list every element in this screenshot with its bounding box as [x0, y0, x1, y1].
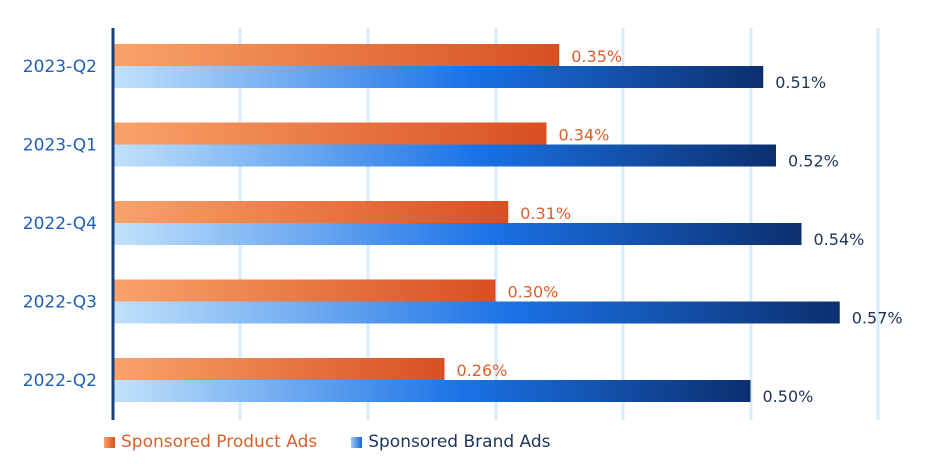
bar-sponsored-brand: [113, 66, 764, 88]
data-label-sponsored-brand: 0.52%: [788, 152, 839, 171]
data-label-sponsored-product: 0.34%: [559, 126, 610, 145]
legend-swatch-brand: [351, 436, 363, 448]
data-label-sponsored-brand: 0.50%: [763, 387, 814, 406]
bar-sponsored-product: [113, 279, 496, 302]
bar-sponsored-product: [113, 358, 445, 380]
category-label: 2023-Q2: [23, 57, 97, 77]
labels: 2023-Q2 0.35% 0.51% 2023-Q1 0.34% 0.52% 2022-Q…: [23, 47, 903, 406]
legend-label-product: Sponsored Product Ads: [121, 432, 318, 452]
legend-item-brand: Sponsored Brand Ads: [351, 432, 551, 452]
bar-sponsored-brand: [113, 301, 840, 324]
bar-sponsored-product: [113, 201, 509, 223]
data-label-sponsored-product: 0.31%: [520, 204, 571, 223]
data-label-sponsored-brand: 0.57%: [852, 309, 903, 328]
category-label: 2022-Q2: [23, 371, 97, 391]
category-label: 2022-Q4: [23, 214, 97, 234]
data-label-sponsored-brand: 0.51%: [775, 73, 826, 92]
bar-sponsored-brand: [113, 144, 776, 167]
data-label-sponsored-product: 0.30%: [508, 283, 559, 302]
bar-sponsored-product: [113, 122, 547, 145]
bar-sponsored-product: [113, 44, 560, 66]
bar-sponsored-brand: [113, 380, 751, 402]
legend-label-brand: Sponsored Brand Ads: [368, 432, 551, 452]
category-label: 2022-Q3: [23, 293, 97, 313]
data-label-sponsored-product: 0.26%: [457, 361, 508, 380]
chart-legend: Sponsored Product Ads Sponsored Brand Ad…: [104, 432, 551, 452]
legend-swatch-product: [104, 436, 115, 448]
bars: [113, 44, 840, 402]
category-label: 2023-Q1: [23, 136, 97, 156]
data-label-sponsored-brand: 0.54%: [814, 230, 865, 249]
data-label-sponsored-product: 0.35%: [571, 47, 622, 66]
legend-item-product: Sponsored Product Ads: [104, 432, 317, 452]
bar-sponsored-brand: [113, 223, 802, 245]
